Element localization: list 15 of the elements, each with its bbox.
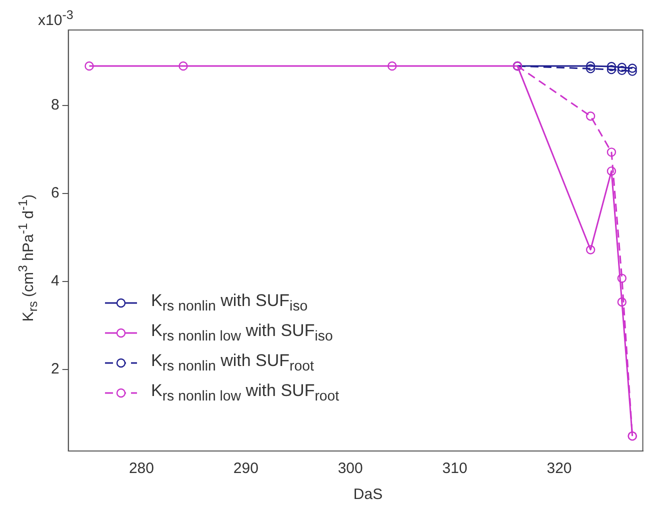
y-tick-label: 6: [51, 184, 60, 202]
x-axis-title: DaS: [352, 486, 384, 503]
x-tick-label: 310: [442, 460, 468, 478]
x-tick-label: 320: [546, 460, 572, 478]
y-tick-label: 4: [51, 272, 60, 290]
text: x10$^{-3}$: [38, 8, 74, 29]
y-tick-label: 8: [51, 96, 60, 114]
x-tick-label: 300: [338, 460, 363, 478]
legend-label: K$_{rs nonlin low}$ with SUF$_{iso}$: [151, 321, 333, 345]
x-tick-label: 290: [233, 460, 258, 478]
legend-label: K$_{rs nonlin}$ with SUF$_{root}$: [151, 351, 314, 375]
legend-label: K$_{rs nonlin low}$ with SUF$_{root}$: [151, 381, 340, 405]
legend-label: K$_{rs nonlin}$ with SUF$_{iso}$: [151, 291, 308, 315]
y-tick-label: 2: [51, 360, 60, 378]
x-tick-label: 280: [128, 460, 154, 478]
